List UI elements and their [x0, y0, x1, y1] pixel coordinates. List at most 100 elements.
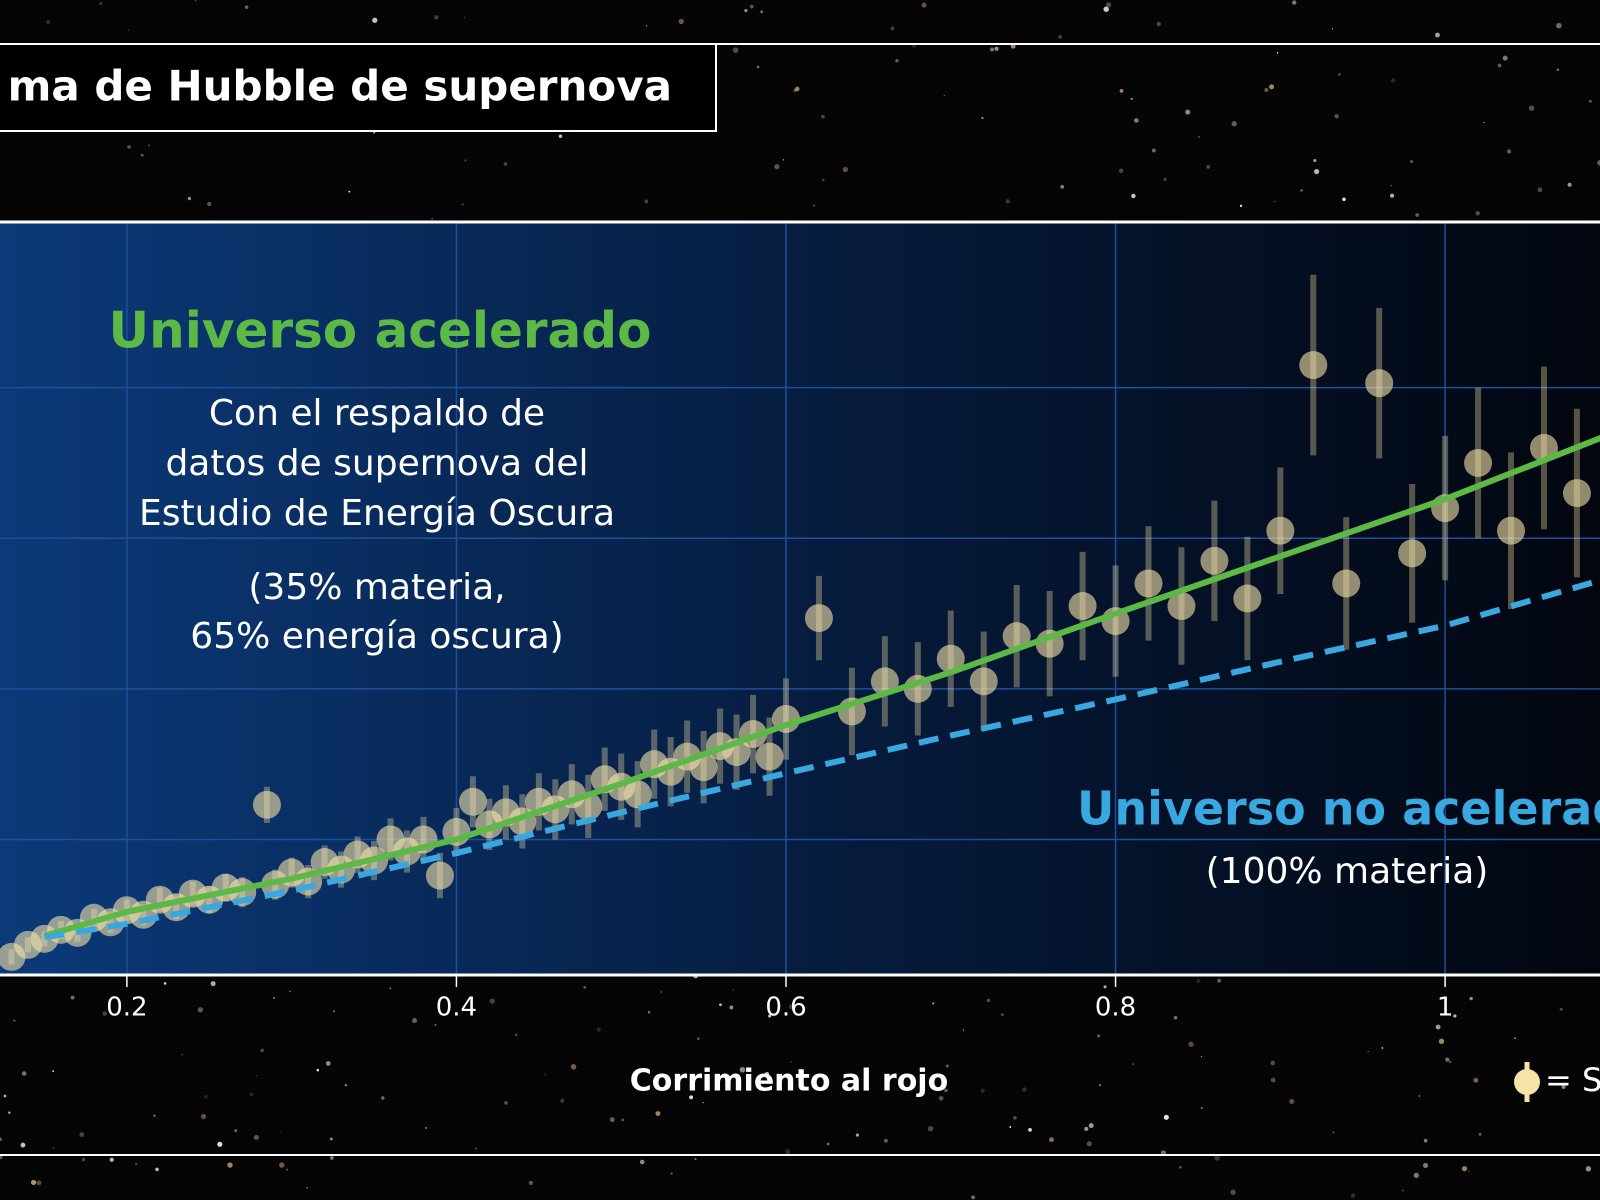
star	[514, 1033, 518, 1037]
star	[822, 178, 825, 182]
star	[70, 995, 75, 1000]
legend-label: = S	[1545, 1061, 1600, 1099]
x-tick-label: 0.2	[106, 993, 147, 1023]
star	[583, 985, 587, 989]
star	[1097, 1034, 1101, 1038]
star	[434, 1023, 437, 1026]
star	[1276, 52, 1279, 54]
star	[1200, 1055, 1203, 1058]
star	[944, 1088, 948, 1093]
star	[702, 1102, 704, 1104]
plot-area	[0, 222, 1600, 974]
star	[1106, 2, 1112, 8]
star	[99, 2, 103, 5]
star	[434, 15, 439, 20]
star	[463, 16, 466, 19]
star	[639, 1159, 645, 1165]
data-point	[1266, 516, 1295, 545]
star	[181, 1053, 184, 1056]
star	[255, 1074, 258, 1077]
star	[289, 990, 291, 993]
star	[412, 1017, 418, 1024]
star	[260, 1048, 264, 1053]
star	[1514, 1037, 1517, 1040]
star	[1438, 1038, 1445, 1045]
star	[694, 1158, 697, 1161]
star	[244, 5, 249, 9]
star	[316, 1068, 320, 1072]
star	[1084, 1126, 1089, 1131]
star	[1214, 1155, 1220, 1161]
star	[1561, 1084, 1566, 1089]
annotation-text: datos de supernova del	[165, 443, 588, 484]
star	[990, 47, 995, 52]
star	[1453, 1014, 1457, 1018]
star	[785, 1149, 791, 1155]
star	[1151, 148, 1156, 153]
data-point	[936, 644, 965, 673]
star	[1350, 1193, 1356, 1198]
annotation-text: (100% materia)	[1206, 851, 1489, 892]
star	[200, 1113, 207, 1120]
star	[153, 1114, 156, 1117]
star	[1131, 193, 1136, 199]
star	[1497, 63, 1502, 68]
star	[971, 1195, 975, 1200]
star	[234, 1129, 238, 1132]
star	[1475, 211, 1480, 216]
star	[474, 1147, 477, 1150]
star	[689, 1095, 694, 1100]
star	[1013, 1116, 1017, 1120]
star	[609, 1117, 615, 1122]
data-point	[689, 753, 718, 782]
star	[1537, 187, 1543, 193]
star	[8, 1111, 11, 1114]
star	[1005, 199, 1010, 204]
star	[1292, 0, 1297, 5]
data-point	[1398, 539, 1427, 568]
star	[0, 1137, 2, 1142]
star	[380, 1096, 385, 1100]
star	[1585, 1166, 1592, 1172]
star	[1415, 213, 1420, 217]
star	[670, 1172, 673, 1175]
star	[981, 116, 984, 120]
star	[1334, 114, 1339, 119]
star	[1313, 168, 1320, 175]
star	[197, 1007, 204, 1013]
star	[127, 29, 130, 32]
star	[560, 1098, 565, 1103]
star	[389, 987, 392, 990]
star	[1389, 193, 1395, 198]
star	[774, 164, 780, 170]
star	[788, 1004, 794, 1010]
star	[272, 996, 275, 999]
star	[489, 998, 495, 1004]
star	[1390, 184, 1392, 187]
star	[1313, 158, 1317, 163]
star	[431, 218, 433, 220]
star	[994, 46, 999, 51]
data-point	[458, 787, 487, 816]
star	[1009, 1126, 1012, 1128]
star	[813, 204, 815, 207]
star	[1098, 1083, 1102, 1087]
star	[678, 18, 684, 25]
star	[921, 2, 927, 8]
star	[729, 1005, 734, 1010]
star	[1468, 1170, 1471, 1173]
star	[1597, 160, 1600, 166]
star	[782, 159, 785, 161]
star	[329, 1137, 333, 1141]
x-tick-label: 1	[1437, 993, 1454, 1023]
star	[109, 1157, 114, 1162]
star	[1010, 43, 1016, 49]
star	[1483, 121, 1485, 124]
star	[883, 1138, 888, 1143]
star	[461, 203, 464, 206]
model-line	[43, 435, 1600, 939]
star	[21, 1071, 27, 1076]
star	[1118, 168, 1124, 173]
star	[749, 4, 754, 9]
star	[1163, 1114, 1169, 1120]
